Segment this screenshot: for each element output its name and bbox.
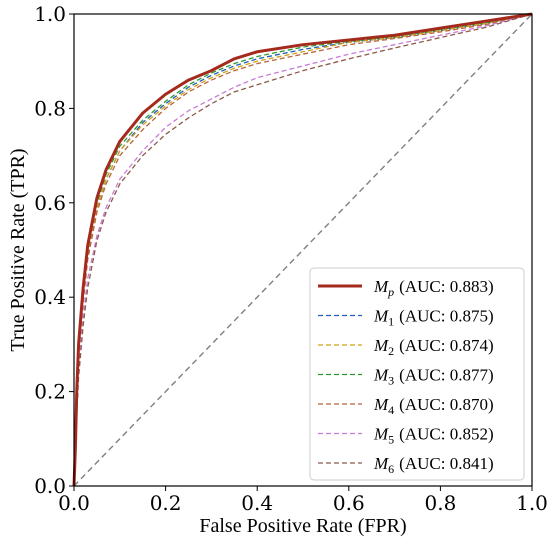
legend-label-mp: Mp (AUC: 0.883)	[373, 277, 494, 299]
y-tick-label: 0.0	[34, 474, 66, 498]
legend-model-subscript: p	[387, 285, 394, 299]
x-tick-label: 0.8	[424, 491, 456, 515]
legend-auc-text: (AUC: 0.852)	[399, 425, 493, 444]
ticks-layer: 0.0 0.2 0.4 0.6 0.8 1.0 0.0 0.2 0.4 0.6 0.8 1.0	[34, 2, 548, 515]
legend-label-m5: M5 (AUC: 0.852)	[373, 425, 494, 447]
legend-auc-text: (AUC: 0.841)	[399, 454, 493, 473]
legend: Mp (AUC: 0.883)M1 (AUC: 0.875)M2 (AUC: 0.87…	[309, 267, 525, 481]
y-tick-label: 1.0	[34, 2, 66, 26]
roc-curve-mp	[72, 12, 533, 487]
roc-curve-m2	[73, 13, 533, 487]
legend-model-name: M	[373, 336, 389, 355]
legend-model-name: M	[373, 425, 389, 444]
y-tick-label: 0.2	[34, 380, 66, 404]
legend-model-name: M	[373, 395, 389, 414]
legend-label-m3: M3 (AUC: 0.877)	[373, 366, 494, 388]
x-tick-label: 0.2	[150, 491, 182, 515]
legend-model-subscript: 3	[388, 374, 394, 388]
legend-model-subscript: 6	[388, 462, 394, 476]
y-tick-label: 0.4	[34, 285, 66, 309]
x-tick-label: 0.6	[333, 491, 365, 515]
legend-label-m1: M1 (AUC: 0.875)	[373, 307, 494, 329]
legend-model-subscript: 1	[388, 315, 394, 329]
x-tick-label: 0.0	[58, 491, 90, 515]
legend-box	[309, 267, 525, 481]
legend-label-m2: M2 (AUC: 0.874)	[373, 336, 494, 358]
legend-auc-text: (AUC: 0.883)	[399, 277, 493, 296]
legend-model-name: M	[373, 277, 389, 296]
legend-label-m4: M4 (AUC: 0.870)	[373, 395, 494, 417]
legend-model-subscript: 4	[388, 403, 394, 417]
legend-model-name: M	[373, 307, 389, 326]
x-axis-label: False Positive Rate (FPR)	[199, 515, 406, 537]
legend-auc-text: (AUC: 0.874)	[399, 336, 493, 355]
legend-label-m6: M6 (AUC: 0.841)	[373, 454, 494, 476]
y-tick-label: 0.8	[34, 96, 66, 120]
legend-model-subscript: 5	[388, 433, 394, 447]
y-axis-label: True Positive Rate (TPR)	[7, 148, 29, 351]
x-tick-label: 0.4	[241, 491, 273, 515]
legend-model-subscript: 2	[388, 344, 394, 358]
plot-frame	[73, 13, 533, 487]
series-layer	[72, 12, 533, 487]
legend-auc-text: (AUC: 0.870)	[399, 395, 493, 414]
y-tick-label: 0.6	[34, 191, 66, 215]
legend-auc-text: (AUC: 0.875)	[399, 307, 493, 326]
legend-model-name: M	[373, 366, 389, 385]
legend-auc-text: (AUC: 0.877)	[399, 366, 493, 385]
legend-model-name: M	[373, 454, 389, 473]
x-tick-label: 1.0	[516, 491, 548, 515]
